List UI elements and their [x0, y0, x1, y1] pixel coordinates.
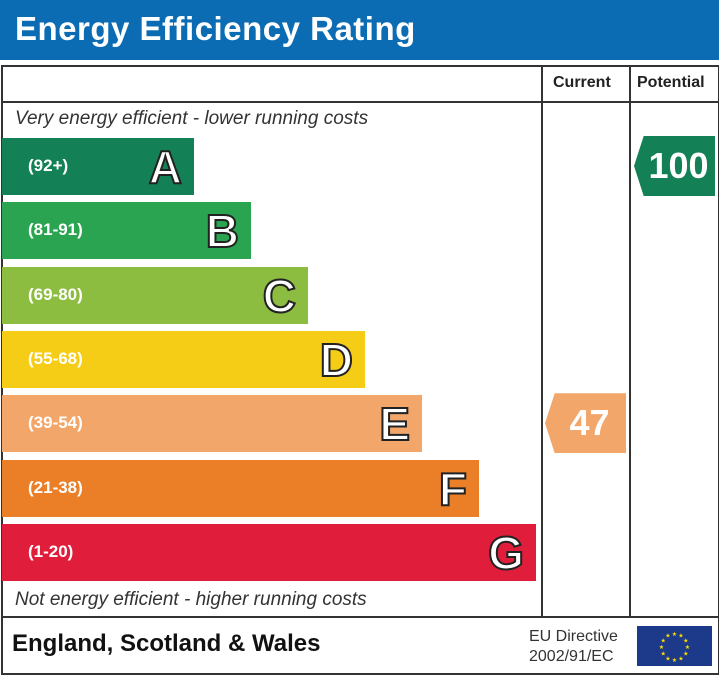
band-letter: G: [487, 526, 525, 580]
current-rating-arrow: 47: [545, 393, 626, 454]
flag-star: ★: [678, 655, 683, 662]
flag-star: ★: [683, 651, 688, 658]
eu-directive: EU Directive 2002/91/EC: [529, 627, 618, 667]
flag-star: ★: [661, 638, 666, 645]
band-bar-c: (69-80) C: [2, 266, 308, 324]
flag-star: ★: [678, 633, 683, 640]
top-note: Very energy efficient - lower running co…: [15, 108, 369, 129]
column-divider: [541, 65, 543, 617]
region-label: England, Scotland & Wales: [12, 630, 321, 657]
band-range: (1-20): [28, 541, 74, 561]
band-bar-f: (21-38) F: [2, 459, 479, 517]
band-range: (81-91): [28, 220, 83, 240]
potential-rating-arrow: 100: [634, 136, 715, 196]
directive-line1: EU Directive: [529, 628, 618, 645]
footer-divider: [1, 616, 718, 618]
band-range: (55-68): [28, 348, 83, 368]
column-divider: [629, 65, 631, 617]
band-bar-a: (92+) A: [2, 138, 194, 195]
directive-line2: 2002/91/EC: [529, 648, 614, 665]
bottom-note: Not energy efficient - higher running co…: [15, 589, 367, 610]
band-range: (21-38): [28, 477, 83, 497]
flag-star: ★: [685, 644, 690, 651]
band-range: (69-80): [28, 284, 83, 304]
band-bar-d: (55-68) D: [2, 330, 365, 388]
band-bar-g: (1-20) G: [2, 523, 536, 581]
band-letter: D: [319, 333, 354, 387]
flag-star: ★: [683, 638, 688, 645]
flag-star: ★: [672, 631, 677, 638]
flag-star: ★: [661, 651, 666, 658]
band-letter: A: [148, 140, 183, 194]
flag-star: ★: [665, 633, 670, 640]
current-column-header: Current: [553, 74, 611, 91]
band-letter: E: [378, 397, 411, 451]
band-bar-e: (39-54) E: [2, 395, 422, 453]
band-letter: C: [262, 269, 297, 323]
band-letter: B: [205, 204, 240, 258]
flag-star: ★: [659, 644, 664, 651]
header-divider: [1, 101, 718, 103]
band-bar-b: (81-91) B: [2, 202, 251, 260]
header-banner: Energy Efficiency Rating: [0, 0, 719, 60]
flag-star: ★: [672, 657, 677, 664]
flag-star: ★: [665, 655, 670, 662]
band-range: (39-54): [28, 413, 83, 433]
band-letter: F: [438, 462, 468, 516]
band-range: (92+): [28, 156, 69, 175]
potential-column-header: Potential: [637, 74, 705, 91]
eu-flag-icon: ★★★★★★★★★ ★ ★★: [637, 626, 712, 666]
chart-title: Energy Efficiency Rating: [15, 10, 416, 47]
